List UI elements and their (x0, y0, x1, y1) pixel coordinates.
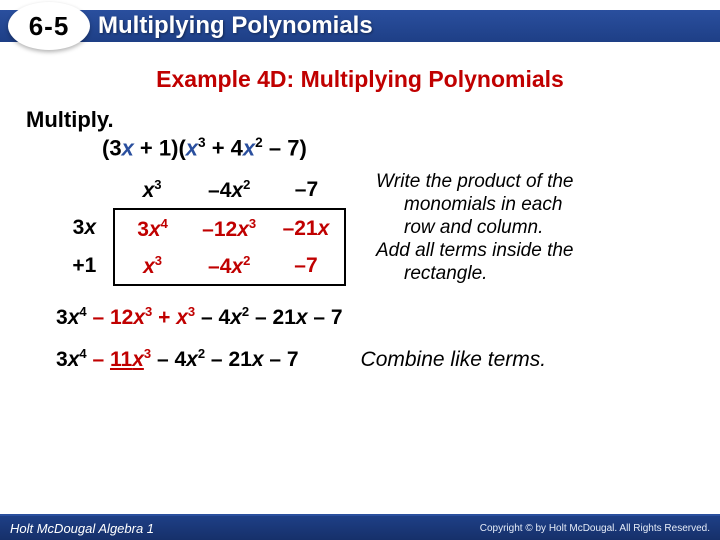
combine-note: Combine like terms. (361, 348, 547, 372)
cell-r2c2: –4x2 (190, 247, 267, 285)
footer-copyright: Copyright © by Holt McDougal. All Rights… (480, 523, 710, 534)
lesson-number: 6-5 (29, 11, 70, 42)
table-corner (56, 171, 114, 209)
header-title: Multiplying Polynomials (98, 10, 373, 42)
note-line: Add all terms inside the (376, 240, 676, 263)
final-row: 3x4 – 11x3 – 4x2 – 21x – 7 Combine like … (26, 330, 694, 372)
col-header-2: –4x2 (190, 171, 267, 209)
lesson-badge: 6-5 (8, 2, 90, 50)
note-line: Write the product of the (376, 171, 676, 194)
footer-book: Holt McDougal Algebra 1 (10, 521, 154, 536)
cell-r2c3: –7 (268, 247, 345, 285)
table-row: 3x 3x4 –12x3 –21x (56, 209, 345, 247)
mid-row: x3 –4x2 –7 3x 3x4 –12x3 –21x +1 x3 –4x2 … (26, 171, 694, 286)
cell-r2c1: x3 (114, 247, 191, 285)
col-header-3: –7 (268, 171, 345, 209)
expanded-expression: 3x4 – 12x3 + x3 – 4x2 – 21x – 7 (56, 304, 694, 330)
cell-r1c2: –12x3 (190, 209, 267, 247)
col-header-1: x3 (114, 171, 191, 209)
problem-expression: (3x + 1)(x3 + 4x2 – 7) (102, 135, 694, 161)
table-header-row: x3 –4x2 –7 (56, 171, 345, 209)
combined-expression: 3x4 – 11x3 – 4x2 – 21x – 7 (56, 346, 299, 372)
instruction: Multiply. (26, 107, 694, 133)
table-row: +1 x3 –4x2 –7 (56, 247, 345, 285)
slide-content: Example 4D: Multiplying Polynomials Mult… (0, 52, 720, 372)
cell-r1c3: –21x (268, 209, 345, 247)
note-line: rectangle. (376, 263, 676, 286)
note-line: row and column. (376, 217, 676, 240)
note-line: monomials in each (376, 194, 676, 217)
multiplication-grid: x3 –4x2 –7 3x 3x4 –12x3 –21x +1 x3 –4x2 … (56, 171, 346, 286)
product-table: x3 –4x2 –7 3x 3x4 –12x3 –21x +1 x3 –4x2 … (56, 171, 346, 286)
slide-header: 6-5 Multiplying Polynomials (0, 0, 720, 52)
example-title: Example 4D: Multiplying Polynomials (26, 66, 694, 93)
slide-footer: Holt McDougal Algebra 1 Copyright © by H… (0, 514, 720, 540)
cell-r1c1: 3x4 (114, 209, 191, 247)
row-header-2: +1 (56, 247, 114, 285)
notes: Write the product of the monomials in ea… (376, 171, 676, 286)
row-header-1: 3x (56, 209, 114, 247)
